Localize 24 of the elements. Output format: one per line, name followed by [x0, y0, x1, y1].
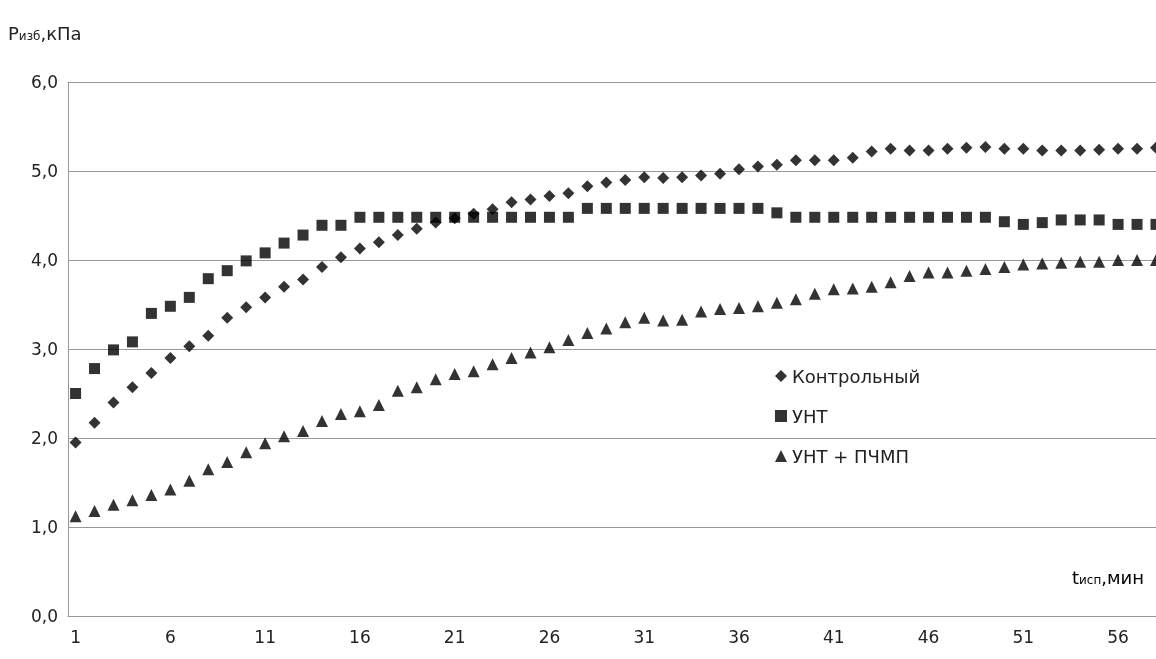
x-tick-label: 6	[164, 626, 176, 647]
y-tick-label: 5,0	[30, 161, 58, 181]
x-tick-label: 1	[70, 626, 81, 647]
y-tick-label: 0,0	[30, 606, 58, 626]
legend-label: УНТ	[792, 405, 829, 427]
y-tick-label: 3,0	[30, 339, 58, 359]
x-tick-label: 21	[443, 626, 466, 647]
x-tick-label: 16	[349, 626, 371, 647]
x-tick-label: 36	[728, 626, 750, 647]
x-tick-label: 41	[822, 626, 845, 647]
x-tick-label: 46	[917, 626, 940, 647]
x-tick-label: 51	[1012, 626, 1035, 647]
y-tick-label: 6,0	[30, 72, 58, 92]
x-tick-label: 11	[254, 626, 276, 647]
x-axis-title: tисп,мин	[1071, 566, 1145, 588]
y-tick-label: 4,0	[30, 250, 58, 270]
legend-label: Контрольный	[792, 365, 921, 387]
x-tick-label: 26	[538, 626, 561, 647]
x-tick-label: 31	[633, 626, 656, 647]
y-tick-label: 1,0	[30, 517, 58, 537]
x-tick-label: 56	[1107, 626, 1129, 647]
legend-label: УНТ + ПЧМП	[792, 445, 909, 467]
y-axis-title: Pизб,кПа	[8, 22, 82, 44]
y-tick-label: 2,0	[30, 428, 58, 448]
